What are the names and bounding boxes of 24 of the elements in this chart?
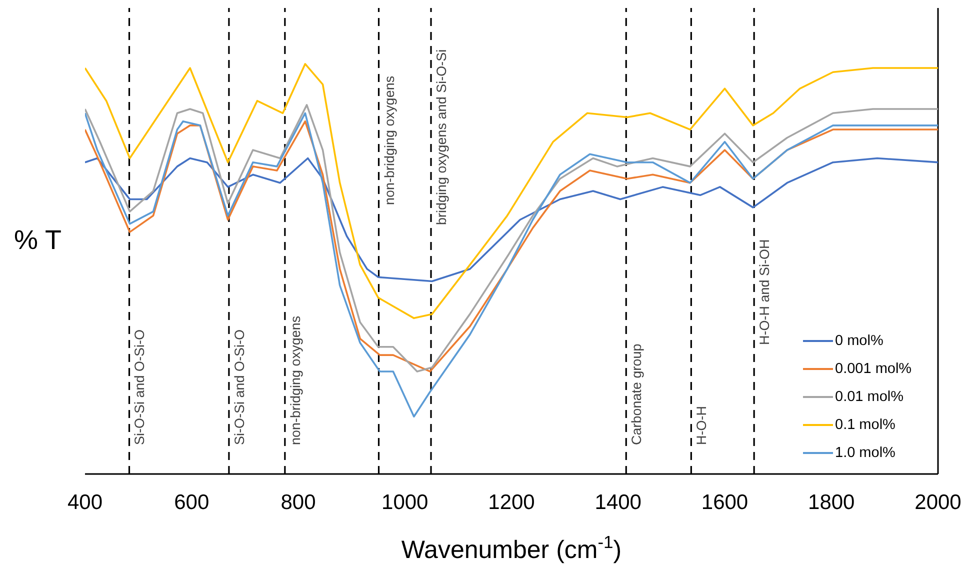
x-tick-label: 1400 — [594, 490, 642, 514]
ref-line-label: non-bridging oxygens — [382, 76, 397, 205]
ref-line-label: Si-O-Si and O-Si-O — [132, 329, 148, 445]
x-axis-title: Wavenumber (cm$^{-1}$) — [401, 532, 622, 564]
y-axis-title: % T — [14, 225, 62, 255]
x-tick-label: 2000 — [914, 490, 962, 514]
x-tick-label: 600 — [174, 490, 210, 514]
x-tick-label: 1000 — [382, 490, 428, 514]
legend-label: 0.001 mol% — [835, 361, 912, 377]
ref-line-label: H-O-H — [694, 406, 710, 445]
x-tick-label: 1200 — [488, 490, 535, 514]
x-tick-label: 800 — [280, 490, 316, 514]
ref-line-label: non-bridging oxygens — [288, 316, 303, 445]
x-tick-label: 1600 — [701, 490, 748, 514]
legend-label: 0 mol% — [835, 333, 884, 349]
ref-line-label: bridging oxygens and Si-O-Si — [434, 49, 449, 225]
legend-label: 0.01 mol% — [835, 389, 904, 405]
ref-line-label: Carbonate group — [629, 344, 644, 445]
x-tick-label: 400 — [67, 490, 103, 514]
ref-line-label: H-O-H and Si-OH — [757, 239, 772, 345]
x-tick-label: 1800 — [808, 490, 855, 514]
ref-line-label: Si-O-Si and O-Si-O — [232, 329, 247, 445]
legend-label: 0.1 mol% — [835, 417, 896, 433]
legend-label: 1.0 mol% — [835, 445, 896, 461]
